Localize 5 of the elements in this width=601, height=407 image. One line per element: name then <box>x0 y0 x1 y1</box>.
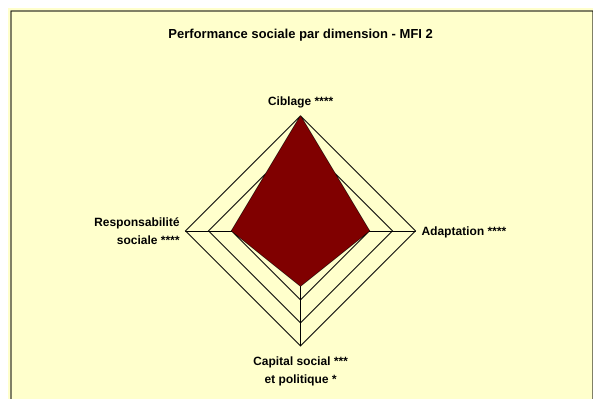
spoke-label: Responsabilité sociale **** <box>94 214 180 247</box>
spoke-label: Capital social *** et politique * <box>253 354 348 386</box>
chart-title: Performance sociale par dimension - MFI 2 <box>168 26 433 41</box>
spoke-label: Adaptation **** <box>422 224 507 238</box>
spoke-label: Ciblage **** <box>268 94 334 108</box>
